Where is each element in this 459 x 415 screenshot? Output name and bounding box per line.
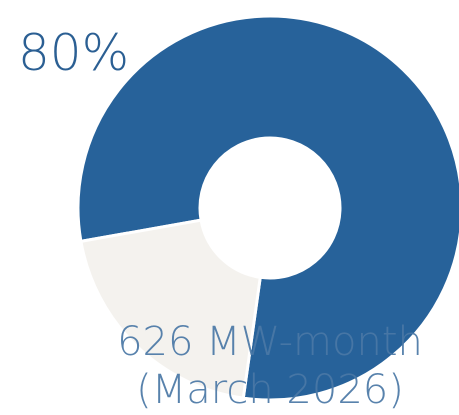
slices-group xyxy=(76,14,459,402)
slice-primary xyxy=(76,14,459,402)
slice-remainder xyxy=(79,218,262,400)
percent-data-label: 80% xyxy=(18,24,130,82)
